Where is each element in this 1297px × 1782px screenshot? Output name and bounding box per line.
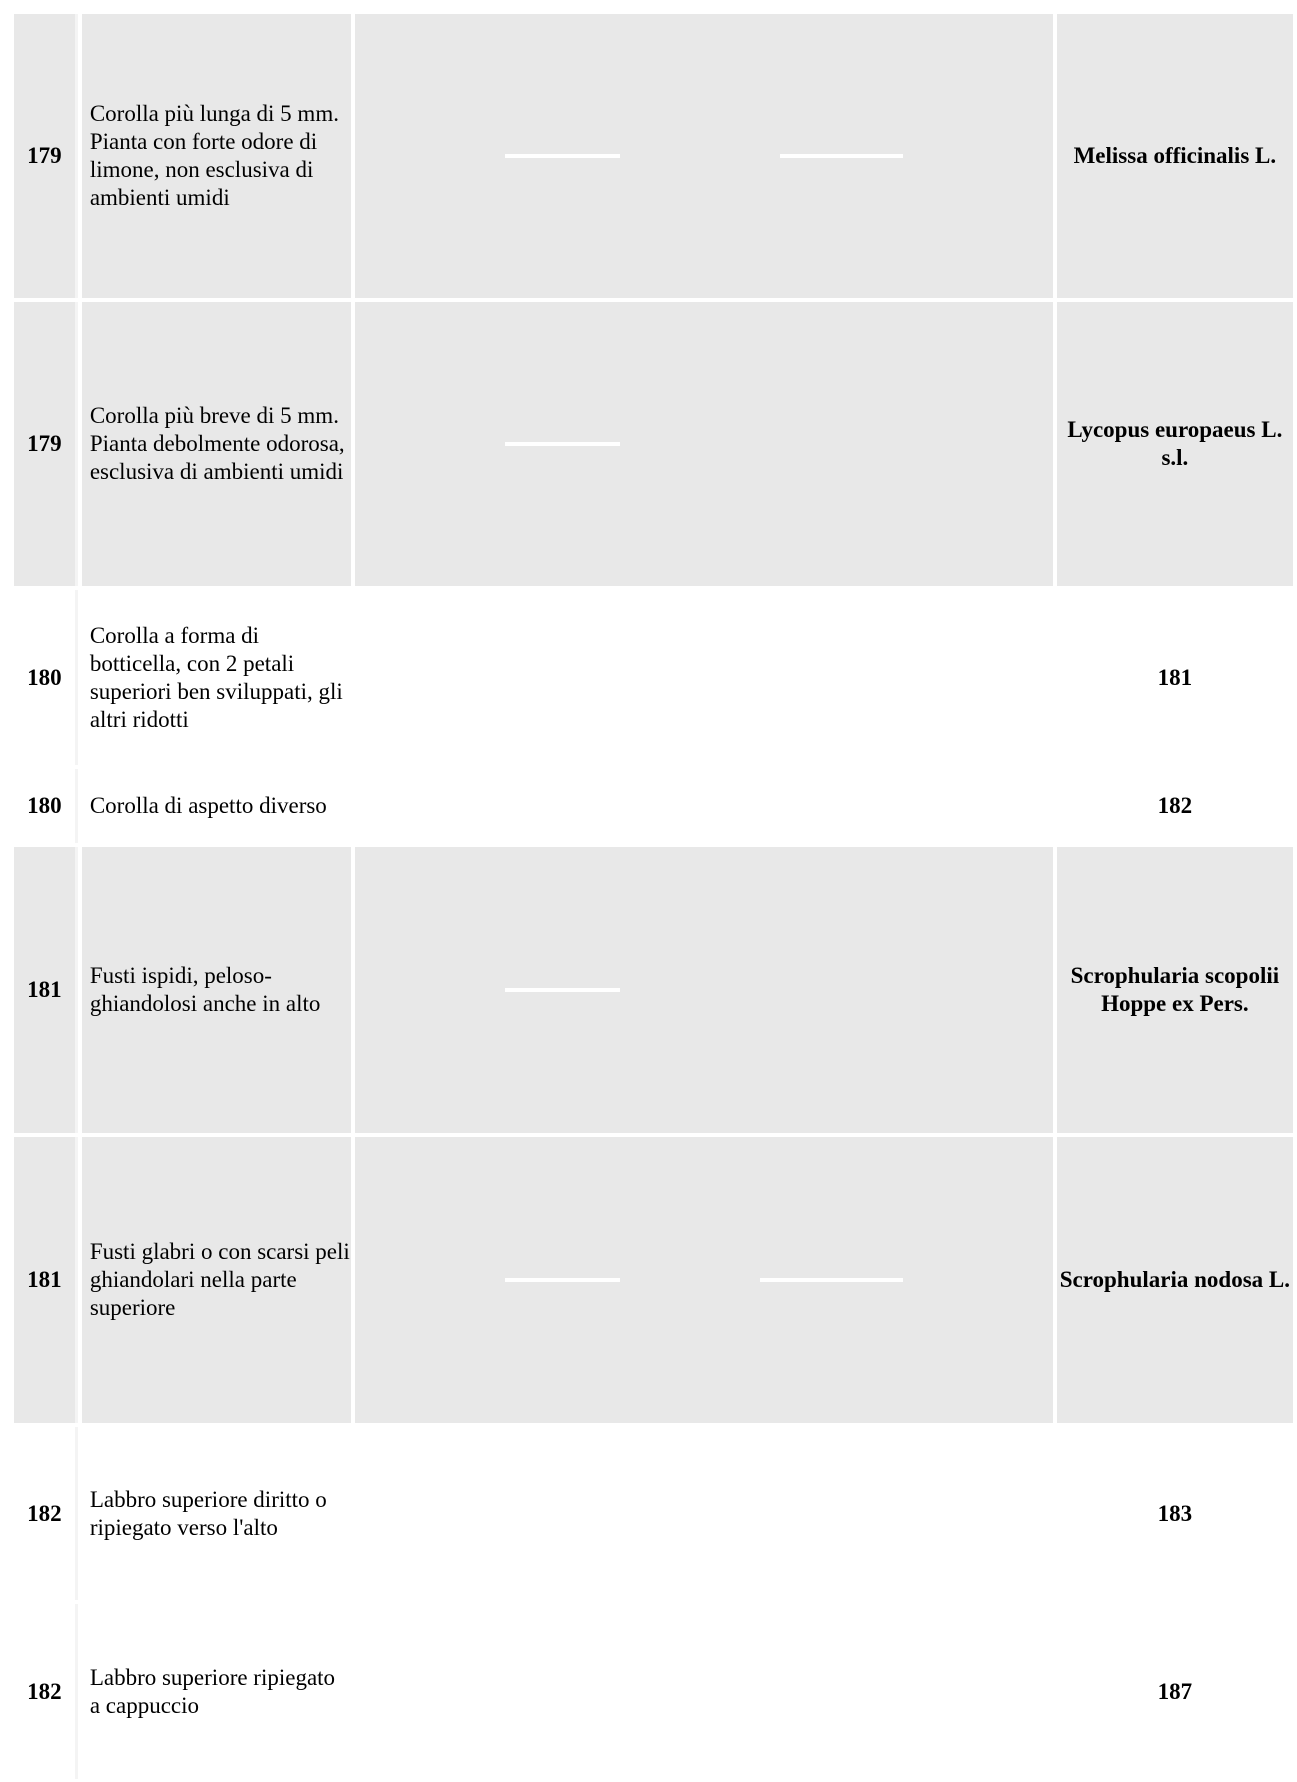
photos bbox=[354, 769, 1053, 843]
result: 182 bbox=[1056, 769, 1293, 843]
result: 187 bbox=[1056, 1604, 1293, 1779]
description: Corolla più breve di 5 mm. Pianta debolm… bbox=[81, 302, 351, 586]
photos bbox=[354, 847, 1053, 1133]
description: Labbro superiore ripiegato a cappuccio bbox=[81, 1604, 351, 1779]
photos bbox=[354, 302, 1053, 586]
step-number: 181 bbox=[14, 847, 78, 1133]
step-number: 182 bbox=[14, 1604, 78, 1779]
description: Fusti glabri o con scarsi peli ghiandola… bbox=[81, 1137, 351, 1423]
photos bbox=[354, 1137, 1053, 1423]
result: Lycopus europaeus L. s.l. bbox=[1056, 302, 1293, 586]
photos bbox=[354, 590, 1053, 765]
row: 179 Corolla più breve di 5 mm. Pianta de… bbox=[14, 302, 1293, 586]
description: Corolla a forma di botticella, con 2 pet… bbox=[81, 590, 351, 765]
result: Melissa officinalis L. bbox=[1056, 14, 1293, 298]
key-table: 179 Corolla più lunga di 5 mm. Pianta co… bbox=[10, 10, 1297, 1782]
result: Scrophularia nodosa L. bbox=[1056, 1137, 1293, 1423]
step-number: 181 bbox=[14, 1137, 78, 1423]
row: 179 Corolla più lunga di 5 mm. Pianta co… bbox=[14, 14, 1293, 298]
step-number: 182 bbox=[14, 1427, 78, 1600]
photos bbox=[354, 1604, 1053, 1779]
row: 180 Corolla di aspetto diverso 182 bbox=[14, 769, 1293, 843]
description: Corolla più lunga di 5 mm. Pianta con fo… bbox=[81, 14, 351, 298]
row: 182 Labbro superiore diritto o ripiegato… bbox=[14, 1427, 1293, 1600]
result: 181 bbox=[1056, 590, 1293, 765]
result: 183 bbox=[1056, 1427, 1293, 1600]
description: Corolla di aspetto diverso bbox=[81, 769, 351, 843]
row: 180 Corolla a forma di botticella, con 2… bbox=[14, 590, 1293, 765]
photos bbox=[354, 1427, 1053, 1600]
step-number: 180 bbox=[14, 769, 78, 843]
row: 181 Fusti glabri o con scarsi peli ghian… bbox=[14, 1137, 1293, 1423]
row: 182 Labbro superiore ripiegato a cappucc… bbox=[14, 1604, 1293, 1779]
row: 181 Fusti ispidi, peloso-ghiandolosi anc… bbox=[14, 847, 1293, 1133]
step-number: 179 bbox=[14, 302, 78, 586]
description: Fusti ispidi, peloso-ghiandolosi anche i… bbox=[81, 847, 351, 1133]
step-number: 180 bbox=[14, 590, 78, 765]
photos bbox=[354, 14, 1053, 298]
step-number: 179 bbox=[14, 14, 78, 298]
description: Labbro superiore diritto o ripiegato ver… bbox=[81, 1427, 351, 1600]
result: Scrophularia scopolii Hoppe ex Pers. bbox=[1056, 847, 1293, 1133]
